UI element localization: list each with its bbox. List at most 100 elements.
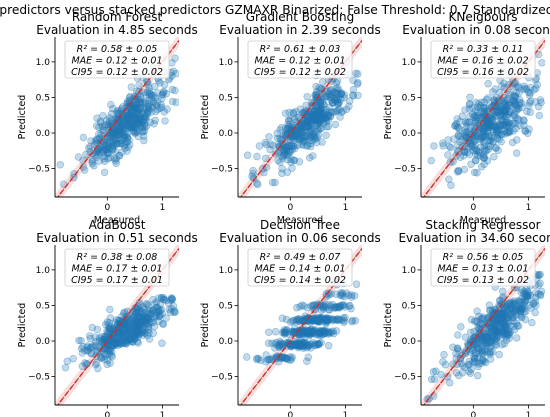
data-point [508,310,516,318]
data-point [149,318,158,326]
panel-title: Stacking Regressor [425,218,540,232]
data-point [128,326,136,335]
data-point [502,105,510,114]
data-point [122,340,130,348]
data-point [301,325,309,334]
data-point [320,326,328,335]
data-point [334,84,342,92]
data-point [143,331,152,340]
metrics-box [64,40,170,79]
data-point [262,140,270,149]
data-point [482,132,490,140]
data-point [523,107,531,116]
data-point [305,315,313,323]
data-point [517,314,526,322]
data-point [467,142,476,151]
data-point [489,110,497,118]
x-tick-label: 0 [287,411,293,417]
data-point [485,301,494,309]
data-point [122,321,130,329]
data-point [301,132,309,140]
data-point [316,327,324,335]
data-point [295,341,304,349]
data-point [284,156,292,164]
data-point [137,307,146,316]
data-point [313,117,321,125]
data-point [502,315,511,323]
data-point [294,125,303,134]
data-point [268,339,276,347]
data-point [329,99,337,107]
data-point [293,342,301,350]
data-point [139,128,147,136]
data-point [115,331,124,339]
data-point [145,99,153,108]
data-point [502,112,510,121]
data-point [316,97,324,106]
data-point [152,107,160,116]
data-point [70,170,78,178]
data-point [265,133,273,141]
data-point [288,340,297,349]
data-point [520,121,528,129]
data-point [473,340,481,348]
x-axis-label: Measured [277,215,323,226]
data-point [128,337,137,346]
data-point [86,142,94,151]
data-point [332,290,340,298]
data-point [505,334,514,342]
data-point [490,122,499,131]
data-point [313,107,321,115]
data-point [505,306,514,314]
data-point [126,94,134,102]
data-point [253,152,261,161]
data-point [291,337,299,346]
data-point [329,327,337,335]
data-point [101,352,110,360]
data-point [302,126,310,135]
data-point [134,324,142,332]
data-point [132,328,140,337]
data-point [278,340,286,349]
data-point [488,325,496,333]
data-point [494,317,502,325]
data-point [298,128,306,136]
data-point [323,314,331,322]
data-point [483,340,492,348]
data-point [158,94,166,103]
data-point [314,317,323,325]
data-point [471,141,479,149]
data-point [144,323,153,331]
data-point [117,328,125,336]
data-point [490,325,498,333]
data-point [473,146,481,155]
metric-mae: MAE = 0.14 ± 0.01 [254,264,345,275]
data-point [332,107,341,115]
data-point [512,303,520,311]
data-point [162,89,170,98]
data-point [310,133,318,141]
data-point [495,323,504,332]
data-point [322,315,330,323]
data-point [311,112,320,120]
data-point [145,102,153,111]
data-point [105,113,114,122]
data-point [488,327,496,335]
data-point [282,144,291,152]
data-point [284,130,292,138]
data-point [103,360,111,369]
data-point [354,70,362,78]
data-point [118,136,126,145]
data-point [264,339,273,347]
data-point [489,331,497,340]
data-point [331,107,339,116]
data-point [295,327,304,336]
data-point [116,340,124,348]
data-point [130,314,139,322]
data-point [485,306,494,315]
data-point [521,292,529,301]
data-point [169,302,178,310]
data-point [325,342,333,350]
data-point [138,309,147,317]
